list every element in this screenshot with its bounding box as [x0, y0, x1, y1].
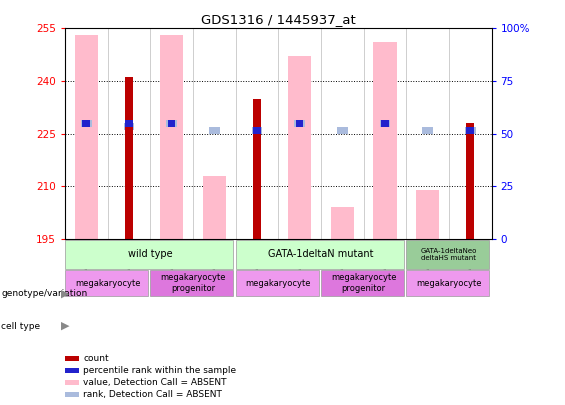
Text: megakaryocyte
progenitor: megakaryocyte progenitor: [160, 273, 225, 293]
Bar: [251, 127, 262, 134]
Bar: [253, 98, 261, 239]
Bar: [253, 127, 261, 134]
Text: rank, Detection Call = ABSENT: rank, Detection Call = ABSENT: [83, 390, 222, 399]
Bar: [406, 240, 489, 269]
Bar: [295, 119, 303, 127]
Text: genotype/variation: genotype/variation: [1, 289, 88, 298]
Bar: [337, 127, 347, 134]
Text: percentile rank within the sample: percentile rank within the sample: [83, 366, 236, 375]
Bar: [373, 43, 397, 239]
Text: count: count: [83, 354, 108, 363]
Bar: [65, 270, 148, 296]
Bar: [465, 127, 476, 134]
Bar: [236, 240, 404, 269]
Bar: [466, 123, 474, 239]
Bar: [422, 127, 433, 134]
Bar: [166, 119, 177, 127]
Bar: [381, 119, 389, 127]
Bar: [294, 119, 305, 127]
Bar: [124, 123, 134, 130]
Text: megakaryocyte
progenitor: megakaryocyte progenitor: [331, 273, 396, 293]
Text: megakaryocyte: megakaryocyte: [75, 279, 140, 288]
Text: GATA-1deltaN mutant: GATA-1deltaN mutant: [268, 249, 373, 259]
Text: ▶: ▶: [61, 321, 69, 331]
Text: GATA-1deltaNeo
deltaHS mutant: GATA-1deltaNeo deltaHS mutant: [421, 248, 477, 261]
Bar: [209, 127, 220, 134]
Bar: [168, 119, 176, 127]
Bar: [288, 56, 311, 239]
Bar: [150, 270, 233, 296]
Bar: [65, 240, 233, 269]
Bar: [466, 127, 474, 134]
Text: wild type: wild type: [128, 249, 172, 259]
Bar: [236, 270, 319, 296]
Bar: [81, 119, 92, 127]
Bar: [75, 35, 98, 239]
Text: ▶: ▶: [61, 289, 69, 298]
Bar: [82, 119, 90, 127]
Bar: [321, 270, 404, 296]
Title: GDS1316 / 1445937_at: GDS1316 / 1445937_at: [201, 13, 355, 26]
Bar: [125, 119, 133, 127]
Bar: [160, 35, 184, 239]
Text: cell type: cell type: [1, 322, 40, 330]
Text: value, Detection Call = ABSENT: value, Detection Call = ABSENT: [83, 378, 227, 387]
Bar: [331, 207, 354, 239]
Text: megakaryocyte: megakaryocyte: [246, 279, 311, 288]
Bar: [202, 176, 226, 239]
Bar: [125, 77, 133, 239]
Bar: [380, 119, 390, 127]
Bar: [406, 270, 489, 296]
Text: megakaryocyte: megakaryocyte: [416, 279, 481, 288]
Bar: [416, 190, 440, 239]
